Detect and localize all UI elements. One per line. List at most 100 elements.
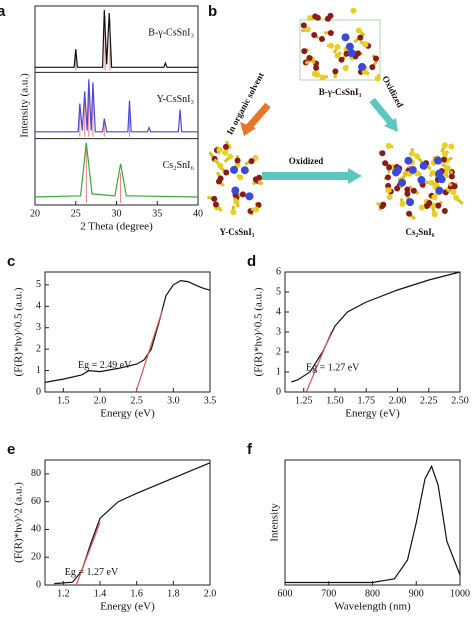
atom	[300, 22, 307, 29]
y-tick-label: 4	[276, 306, 281, 317]
atom	[385, 187, 392, 194]
atom	[347, 49, 356, 58]
y-tick-label: 3	[36, 322, 41, 333]
unit-cell	[299, 19, 381, 81]
atom	[385, 182, 392, 189]
y-axis-label: (F(R)*hν)^0.5 (a.u.)	[253, 287, 265, 376]
x-tick-label: 1.4	[94, 588, 107, 599]
data-line	[285, 464, 461, 584]
atom	[423, 202, 430, 209]
atom	[341, 33, 350, 42]
atom	[399, 200, 406, 207]
atom	[301, 48, 308, 55]
x-tick-label: 40	[193, 208, 203, 219]
panel-b: b B-γ-CsSnI₃ Y-CsSnI₃ Cs₂SnI₆ In organic…	[206, 3, 464, 237]
y-tick-label: 80	[31, 468, 41, 479]
y-tick-label: 40	[31, 524, 41, 535]
atom	[431, 211, 438, 218]
atom	[386, 194, 393, 201]
atom	[417, 176, 426, 185]
y-axis-label: (F(R)*hν)^0.5 (a.u.)	[13, 287, 25, 376]
atom	[433, 156, 442, 165]
atom	[304, 26, 311, 33]
x-axis-label: Energy (eV)	[100, 408, 155, 420]
atom	[404, 190, 411, 197]
x-axis-label: Energy (eV)	[100, 601, 155, 613]
atom	[311, 70, 318, 77]
atom	[406, 210, 413, 217]
y-axis-label: (F(R)*hν)^2 (a.u.)	[13, 482, 25, 563]
panel-letter: b	[208, 3, 217, 20]
atom	[406, 198, 415, 207]
atom	[253, 206, 260, 213]
atom	[435, 202, 442, 209]
x-tick-label: 1.2	[57, 588, 70, 599]
atom	[431, 194, 438, 201]
plot-frame	[44, 271, 211, 393]
atom	[404, 156, 413, 165]
atom	[450, 189, 457, 196]
atom	[448, 143, 455, 150]
y-tick-label: 0	[36, 579, 41, 590]
atom	[327, 29, 334, 36]
atom	[307, 15, 314, 22]
fit-line	[75, 522, 101, 586]
atom	[311, 31, 318, 38]
atom	[212, 201, 219, 208]
pattern-line	[34, 142, 199, 198]
atom	[342, 65, 349, 72]
atom	[239, 191, 246, 198]
atom	[448, 173, 455, 180]
atom	[428, 179, 435, 186]
x-tick-label: 35	[152, 208, 162, 219]
atom	[252, 176, 259, 183]
atom	[312, 13, 319, 20]
y-tick-label: 5	[276, 286, 281, 297]
atom	[248, 158, 255, 165]
atom	[394, 185, 401, 192]
atom	[334, 44, 341, 51]
x-tick-label: 2.5	[130, 395, 143, 406]
annotation: Eg = 1.27 eV	[306, 362, 360, 373]
annotation: Eg = 2.49 eV	[78, 360, 132, 371]
x-tick-label: 1.8	[167, 588, 180, 599]
atom	[404, 186, 411, 193]
atom	[355, 27, 362, 34]
atom	[230, 165, 239, 174]
atom	[408, 165, 417, 174]
atom	[313, 64, 320, 71]
atom	[255, 201, 262, 208]
atom	[374, 75, 381, 82]
atom	[419, 161, 428, 170]
atom	[362, 41, 369, 48]
atom	[391, 168, 400, 177]
atom	[442, 150, 449, 157]
fit-line	[135, 310, 163, 393]
plot-frame	[44, 459, 211, 586]
atom	[222, 149, 229, 156]
y-axis-label: Intensity (a.u.)	[19, 73, 31, 138]
atom	[435, 169, 444, 178]
y-tick-label: 1	[36, 365, 41, 376]
atom	[418, 204, 425, 211]
atom	[245, 192, 254, 201]
x-tick-label: 3.5	[204, 395, 217, 406]
atom	[332, 68, 339, 75]
atom	[358, 62, 367, 71]
atom	[227, 153, 234, 160]
arrow-head	[384, 118, 398, 132]
atom	[222, 143, 229, 150]
y-tick-label: 0	[276, 386, 281, 397]
atom	[444, 165, 451, 172]
arrow-label: Oxidized	[289, 156, 324, 166]
x-axis-label: Wavelength (nm)	[334, 601, 411, 613]
atom	[223, 169, 230, 176]
y-axis-label: Intensity	[269, 503, 281, 542]
arrow-head	[240, 122, 256, 136]
atom	[441, 207, 448, 214]
atom	[306, 55, 313, 62]
y-tick-label: 2	[36, 343, 41, 354]
y-tick-label: 20	[31, 552, 41, 563]
atom	[234, 157, 241, 164]
x-tick-label: 30	[112, 208, 122, 219]
